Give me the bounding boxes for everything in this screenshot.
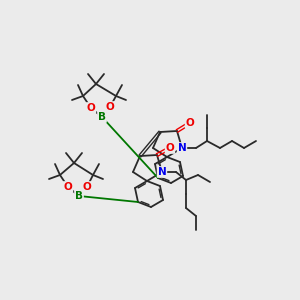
Text: B: B bbox=[98, 112, 106, 122]
Text: B: B bbox=[75, 191, 83, 201]
Text: O: O bbox=[106, 102, 114, 112]
Text: N: N bbox=[178, 143, 186, 153]
Text: O: O bbox=[82, 182, 91, 192]
Text: O: O bbox=[87, 103, 95, 113]
Text: O: O bbox=[166, 143, 174, 153]
Text: N: N bbox=[158, 167, 166, 177]
Text: O: O bbox=[186, 118, 194, 128]
Text: O: O bbox=[64, 182, 72, 192]
